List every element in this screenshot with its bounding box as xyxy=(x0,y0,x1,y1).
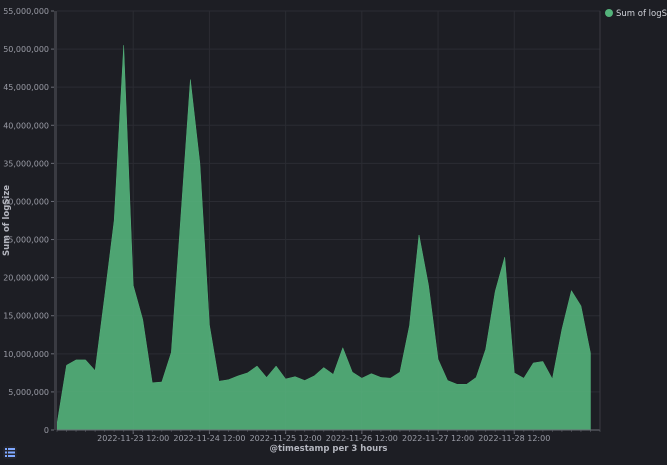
y-axis-band xyxy=(54,11,57,430)
y-tick-label: 10,000,000 xyxy=(3,350,49,359)
y-tick-label: 35,000,000 xyxy=(3,159,49,168)
data-point[interactable] xyxy=(303,379,306,382)
data-point[interactable] xyxy=(418,233,421,236)
data-point[interactable] xyxy=(237,374,240,377)
data-point[interactable] xyxy=(322,366,325,369)
data-point[interactable] xyxy=(427,284,430,287)
x-tick-label: 2022-11-28 12:00 xyxy=(478,434,550,443)
list-icon xyxy=(5,448,15,457)
data-point[interactable] xyxy=(122,44,125,47)
data-point[interactable] xyxy=(198,162,201,165)
data-point[interactable] xyxy=(456,383,459,386)
data-point[interactable] xyxy=(227,378,230,381)
data-point[interactable] xyxy=(75,358,78,361)
y-axis-title: Sum of logSize xyxy=(2,185,12,256)
y-tick-label: 40,000,000 xyxy=(3,121,49,130)
series-area[interactable] xyxy=(56,45,591,431)
data-point[interactable] xyxy=(141,318,144,321)
data-point[interactable] xyxy=(589,352,592,355)
data-point[interactable] xyxy=(494,290,497,293)
data-point[interactable] xyxy=(446,379,449,382)
data-point[interactable] xyxy=(465,383,468,386)
y-tick-label: 5,000,000 xyxy=(8,388,49,397)
data-point[interactable] xyxy=(256,365,259,368)
data-point[interactable] xyxy=(94,369,97,372)
y-tick-label: 45,000,000 xyxy=(3,83,49,92)
data-point[interactable] xyxy=(151,381,154,384)
data-point[interactable] xyxy=(103,295,106,298)
data-point[interactable] xyxy=(265,376,268,379)
y-tick-label: 0 xyxy=(44,426,49,435)
data-point[interactable] xyxy=(294,375,297,378)
y-tick-label: 30,000,000 xyxy=(3,197,49,206)
legend[interactable]: Sum of logSize xyxy=(605,9,667,19)
label-layer: 0 5,000,000 10,000,000 15,000,000 20,000,000… xyxy=(2,7,550,454)
data-point[interactable] xyxy=(503,256,506,259)
data-point[interactable] xyxy=(437,358,440,361)
data-point[interactable] xyxy=(332,373,335,376)
data-point[interactable] xyxy=(532,361,535,364)
data-point[interactable] xyxy=(275,365,278,368)
y-tick-label: 50,000,000 xyxy=(3,45,49,54)
data-point[interactable] xyxy=(398,371,401,374)
x-tick-label: 2022-11-24 12:00 xyxy=(173,434,245,443)
y-tick-label: 15,000,000 xyxy=(3,312,49,321)
data-point[interactable] xyxy=(551,377,554,380)
data-point[interactable] xyxy=(246,371,249,374)
data-point[interactable] xyxy=(579,304,582,307)
legend-toggle-button[interactable] xyxy=(3,446,17,459)
y-tick-label: 20,000,000 xyxy=(3,274,49,283)
data-point[interactable] xyxy=(208,323,211,326)
y-tick-label: 25,000,000 xyxy=(3,236,49,245)
data-point[interactable] xyxy=(360,377,363,380)
data-point[interactable] xyxy=(84,358,87,361)
data-point[interactable] xyxy=(65,364,68,367)
data-point[interactable] xyxy=(113,219,116,222)
data-point[interactable] xyxy=(217,380,220,383)
data-point[interactable] xyxy=(284,377,287,380)
x-axis-title: @timestamp per 3 hours xyxy=(270,444,388,454)
data-point[interactable] xyxy=(541,360,544,363)
data-point[interactable] xyxy=(560,328,563,331)
axis-layer xyxy=(51,10,601,434)
data-point[interactable] xyxy=(179,215,182,218)
data-point[interactable] xyxy=(351,371,354,374)
area-layer xyxy=(56,44,592,431)
legend-label[interactable]: Sum of logSize xyxy=(616,9,667,19)
data-point[interactable] xyxy=(379,376,382,379)
legend-swatch[interactable] xyxy=(605,9,613,17)
data-point[interactable] xyxy=(132,284,135,287)
x-tick-label: 2022-11-27 12:00 xyxy=(402,434,474,443)
data-point[interactable] xyxy=(522,377,525,380)
data-point[interactable] xyxy=(160,381,163,384)
data-point[interactable] xyxy=(570,289,573,292)
data-point[interactable] xyxy=(170,351,173,354)
y-tick-label: 55,000,000 xyxy=(3,7,49,16)
data-point[interactable] xyxy=(370,372,373,375)
data-point[interactable] xyxy=(313,374,316,377)
data-point[interactable] xyxy=(513,371,516,374)
data-point[interactable] xyxy=(389,377,392,380)
data-point[interactable] xyxy=(408,324,411,327)
data-point[interactable] xyxy=(484,348,487,351)
x-tick-label: 2022-11-23 12:00 xyxy=(97,434,169,443)
x-tick-label: 2022-11-25 12:00 xyxy=(250,434,322,443)
data-point[interactable] xyxy=(189,78,192,81)
data-point[interactable] xyxy=(341,346,344,349)
x-tick-label: 2022-11-26 12:00 xyxy=(326,434,398,443)
data-point[interactable] xyxy=(475,376,478,379)
